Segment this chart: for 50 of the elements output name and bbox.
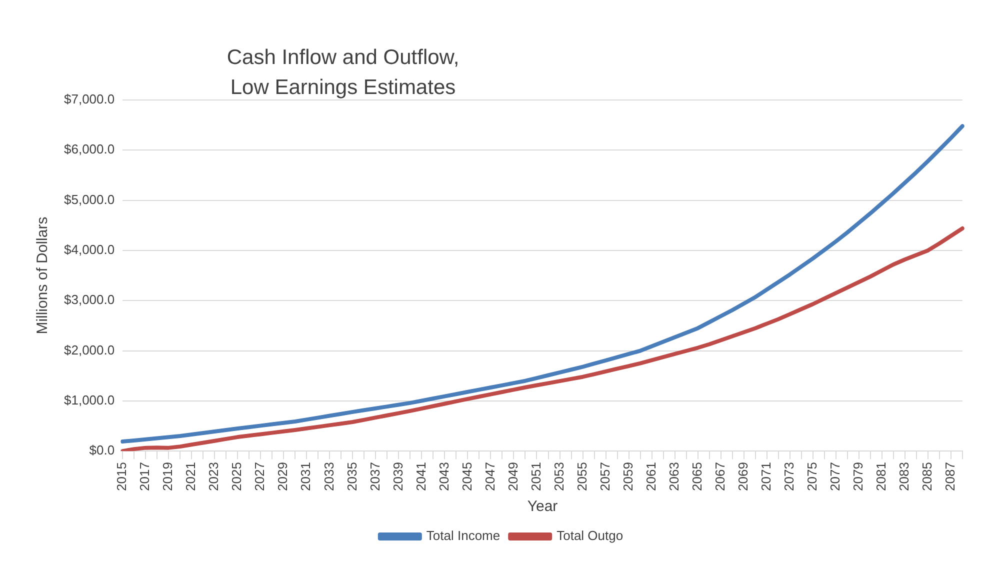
x-tick-label: 2087 xyxy=(942,462,958,491)
y-tick-label: $0.0 xyxy=(89,442,115,458)
x-tick-label: 2039 xyxy=(390,462,406,491)
y-axis-title: Millions of Dollars xyxy=(34,216,52,334)
x-tick-label: 2041 xyxy=(413,462,428,491)
x-tick-label: 2065 xyxy=(689,462,704,491)
x-tick-label: 2035 xyxy=(344,462,360,491)
x-tick-label: 2061 xyxy=(643,462,658,491)
x-tick-label: 2069 xyxy=(735,462,750,491)
x-tick-label: 2081 xyxy=(873,462,888,491)
x-tick-label: 2075 xyxy=(804,462,820,491)
x-tick-label: 2033 xyxy=(321,462,336,491)
x-tick-label: 2027 xyxy=(252,462,268,491)
x-tick-label: 2019 xyxy=(160,462,176,491)
chart-title: Cash Inflow and Outflow, Low Earnings Estimates xyxy=(226,46,460,99)
y-tick-label: $6,000.0 xyxy=(64,142,115,157)
x-tick-label: 2077 xyxy=(827,462,842,491)
x-tick-label: 2049 xyxy=(505,462,520,491)
x-tick-label: 2085 xyxy=(919,462,934,491)
x-tick-label: 2059 xyxy=(620,462,636,491)
x-tick-label: 2017 xyxy=(137,462,152,491)
legend-label: Total Income xyxy=(426,528,500,544)
x-tick-label: 2023 xyxy=(206,462,222,491)
x-tick-label: 2037 xyxy=(367,462,382,491)
y-tick-label: $2,000.0 xyxy=(64,342,115,358)
x-tick-label: 2073 xyxy=(781,462,796,491)
x-tick-label: 2071 xyxy=(758,462,774,491)
x-tick-label: 2025 xyxy=(229,462,244,491)
x-tick-label: 2051 xyxy=(528,462,544,491)
x-tick-label: 2029 xyxy=(275,462,290,491)
y-tick-label: $3,000.0 xyxy=(64,292,115,308)
x-tick-label: 2055 xyxy=(574,462,590,491)
x-tick-label: 2067 xyxy=(712,462,728,491)
legend-label: Total Outgo xyxy=(556,528,624,544)
x-tick-label: 2079 xyxy=(850,462,866,491)
y-tick-label: $5,000.0 xyxy=(64,192,115,207)
y-tick-label: $4,000.0 xyxy=(64,242,115,258)
x-tick-label: 2063 xyxy=(666,462,682,491)
x-tick-label: 2043 xyxy=(436,462,452,491)
y-tick-label: $7,000.0 xyxy=(64,92,115,107)
x-tick-label: 2021 xyxy=(183,462,198,491)
x-axis-title: Year xyxy=(527,498,558,516)
x-tick-label: 2053 xyxy=(551,462,566,491)
y-tick-label: $1,000.0 xyxy=(64,392,115,408)
x-tick-label: 2015 xyxy=(114,462,130,491)
x-tick-label: 2031 xyxy=(298,462,314,491)
x-tick-label: 2045 xyxy=(459,462,474,491)
x-tick-label: 2057 xyxy=(597,462,612,491)
x-tick-label: 2047 xyxy=(482,462,498,491)
x-tick-label: 2083 xyxy=(896,462,912,491)
